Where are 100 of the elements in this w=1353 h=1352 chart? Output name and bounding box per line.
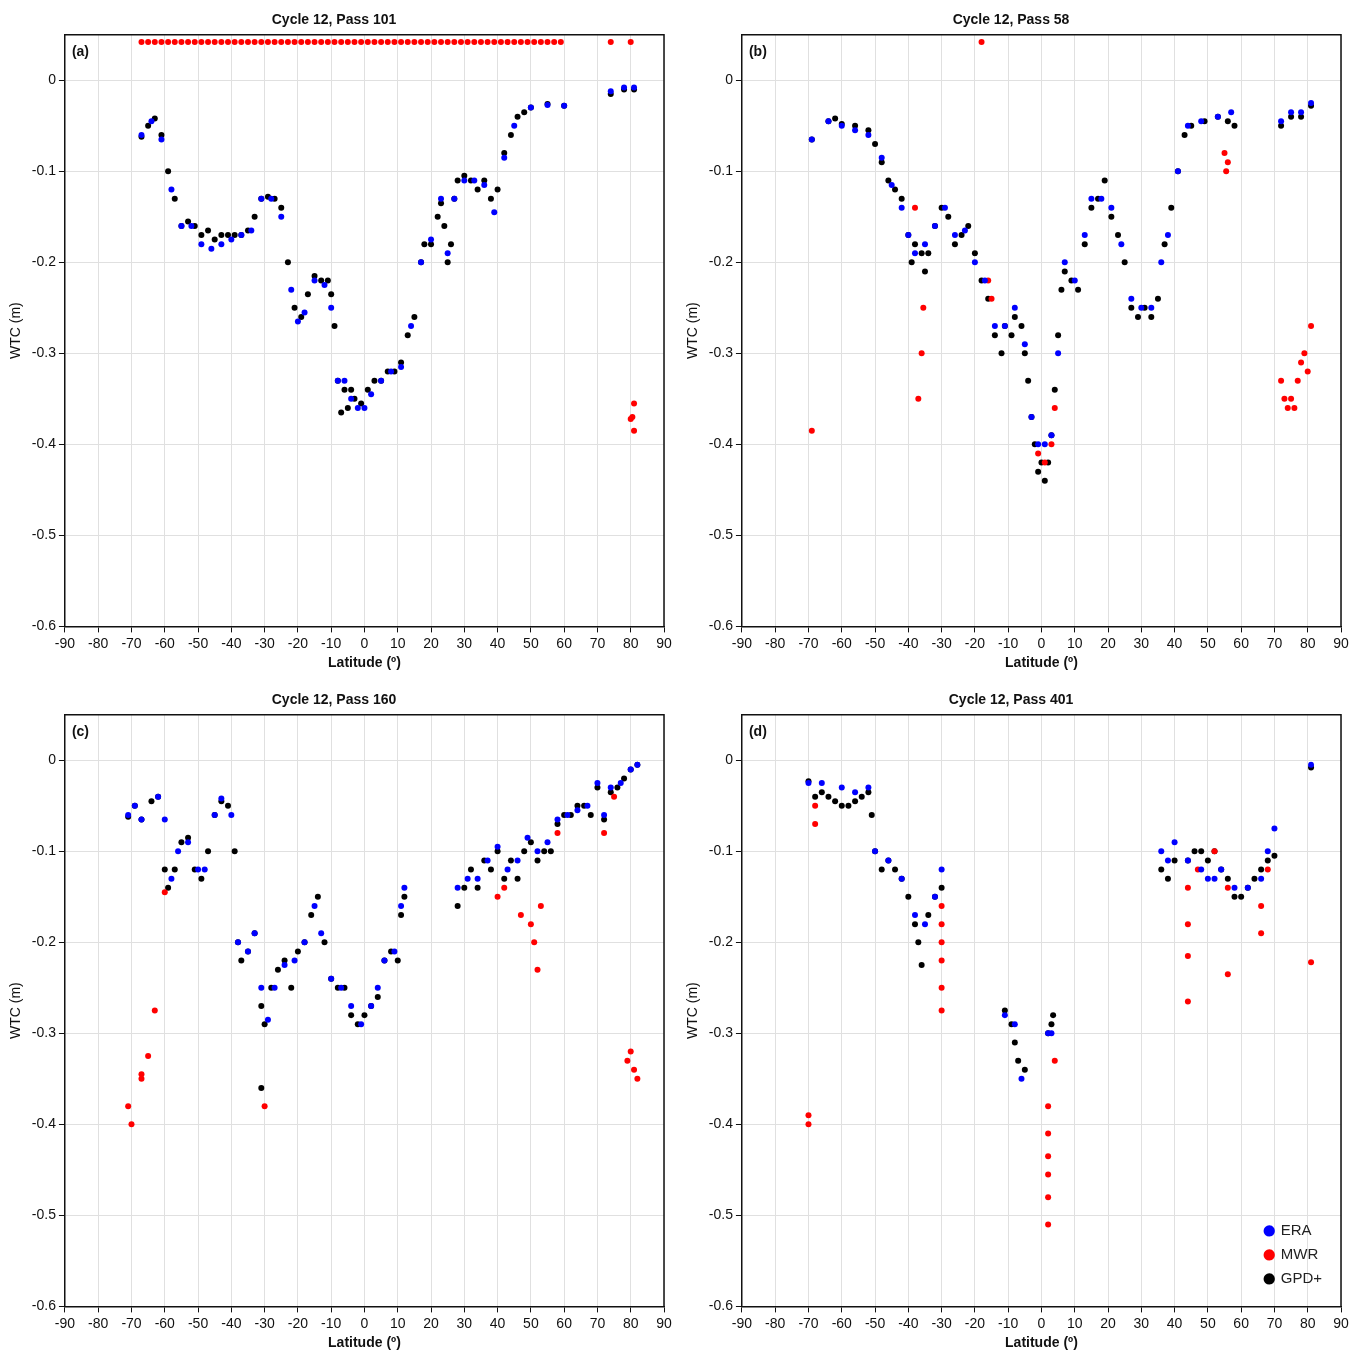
legend-label: GPD+ [1280,1269,1323,1287]
y-tick-label: -0.3 [31,1024,57,1041]
y-axis-title: WTC (m) [684,982,701,1039]
x-tick-label: 0 [360,634,369,651]
x-tick-label: 70 [589,1314,606,1331]
x-tick-label: -60 [831,1314,853,1331]
x-tick-label: -80 [88,634,109,651]
x-tick-label: 20 [423,1314,440,1331]
x-tick-label: -60 [154,1314,176,1331]
x-tick-label: -30 [931,1314,952,1331]
x-tick-label: -60 [154,634,176,651]
x-tick-label: 60 [1233,634,1250,651]
x-tick-label: 80 [622,1314,639,1331]
x-tick-label: -90 [54,634,76,651]
y-tick-label: -0.5 [31,1206,57,1223]
chart-title: Cycle 12, Pass 101 [271,11,397,28]
x-tick-label: -10 [321,634,342,651]
x-tick-label: 60 [556,634,573,651]
x-tick-label: 0 [1037,634,1046,651]
y-tick-label: -0.6 [31,617,57,634]
x-tick-label: 10 [1066,634,1083,651]
x-tick-label: -30 [254,634,275,651]
x-tick-label: 20 [1100,634,1117,651]
x-tick-label: -20 [287,1314,309,1331]
x-tick-label: 80 [1299,1314,1316,1331]
annotation: (b) [748,42,767,59]
x-tick-label: 70 [589,634,606,651]
chart-title: Cycle 12, Pass 160 [271,691,397,708]
x-tick-label: 30 [456,634,473,651]
y-tick-label: 0 [725,71,734,88]
x-tick-label: -40 [898,1314,919,1331]
y-axis-title: WTC (m) [7,982,24,1039]
y-tick-label: -0.3 [708,344,734,361]
x-tick-label: 20 [1100,1314,1117,1331]
y-tick-label: -0.6 [708,1297,734,1314]
y-tick-label: -0.4 [31,1115,57,1132]
x-tick-label: -30 [931,634,952,651]
y-tick-label: -0.1 [31,162,57,179]
x-tick-label: 30 [1133,634,1150,651]
x-tick-label: 90 [1333,634,1349,651]
x-tick-label: -20 [964,634,986,651]
y-tick-label: -0.6 [708,617,734,634]
y-tick-label: -0.4 [708,1115,734,1132]
x-tick-label: 40 [1166,1314,1183,1331]
x-tick-label: 10 [389,634,406,651]
x-tick-label: -70 [121,1314,142,1331]
x-tick-label: -90 [731,634,753,651]
x-tick-label: 40 [1166,634,1183,651]
y-tick-label: -0.4 [708,435,734,452]
x-tick-label: -70 [798,1314,819,1331]
x-tick-label: 30 [456,1314,473,1331]
x-tick-label: -80 [765,634,786,651]
x-axis-title: Latitude (º) [1005,1334,1078,1351]
y-tick-label: -0.2 [31,933,57,950]
x-tick-label: -60 [831,634,853,651]
x-axis-title: Latitude (º) [328,654,401,671]
x-tick-label: -40 [221,1314,242,1331]
chart-title: Cycle 12, Pass 401 [948,691,1074,708]
x-tick-label: 20 [423,634,440,651]
annotation: (a) [71,42,90,59]
x-axis-title: Latitude (º) [328,1334,401,1351]
x-tick-label: 30 [1133,1314,1150,1331]
x-tick-label: 50 [523,1314,539,1331]
chart-title: Cycle 12, Pass 58 [952,11,1070,28]
y-tick-label: 0 [725,751,734,768]
x-tick-label: 40 [489,1314,506,1331]
x-tick-label: 60 [556,1314,573,1331]
x-tick-label: -10 [998,634,1019,651]
y-tick-label: -0.1 [31,842,57,859]
y-tick-label: -0.1 [708,842,734,859]
y-tick-label: -0.2 [708,253,734,270]
x-tick-label: -50 [187,1314,209,1331]
x-tick-label: -70 [121,634,142,651]
x-tick-label: -50 [864,634,886,651]
y-tick-label: -0.4 [31,435,57,452]
x-tick-label: 70 [1266,1314,1283,1331]
x-tick-label: -70 [798,634,819,651]
y-axis-title: WTC (m) [7,302,24,359]
y-tick-label: -0.1 [708,162,734,179]
annotation: (d) [748,722,767,739]
x-tick-label: -90 [731,1314,753,1331]
x-tick-label: -10 [998,1314,1019,1331]
x-tick-label: 80 [622,634,639,651]
x-tick-label: -20 [964,1314,986,1331]
y-tick-label: -0.5 [708,526,734,543]
x-tick-label: -20 [287,634,309,651]
y-tick-label: -0.3 [708,1024,734,1041]
x-tick-label: -80 [765,1314,786,1331]
x-tick-label: -90 [54,1314,76,1331]
x-tick-label: -30 [254,1314,275,1331]
x-tick-label: -40 [221,634,242,651]
x-tick-label: -10 [321,1314,342,1331]
x-tick-label: 60 [1233,1314,1250,1331]
x-tick-label: 0 [1037,1314,1046,1331]
x-axis-title: Latitude (º) [1005,654,1078,671]
annotation: (c) [71,722,90,739]
x-tick-label: 50 [523,634,539,651]
x-tick-label: 40 [489,634,506,651]
x-tick-label: 50 [1200,1314,1216,1331]
x-tick-label: 10 [389,1314,406,1331]
